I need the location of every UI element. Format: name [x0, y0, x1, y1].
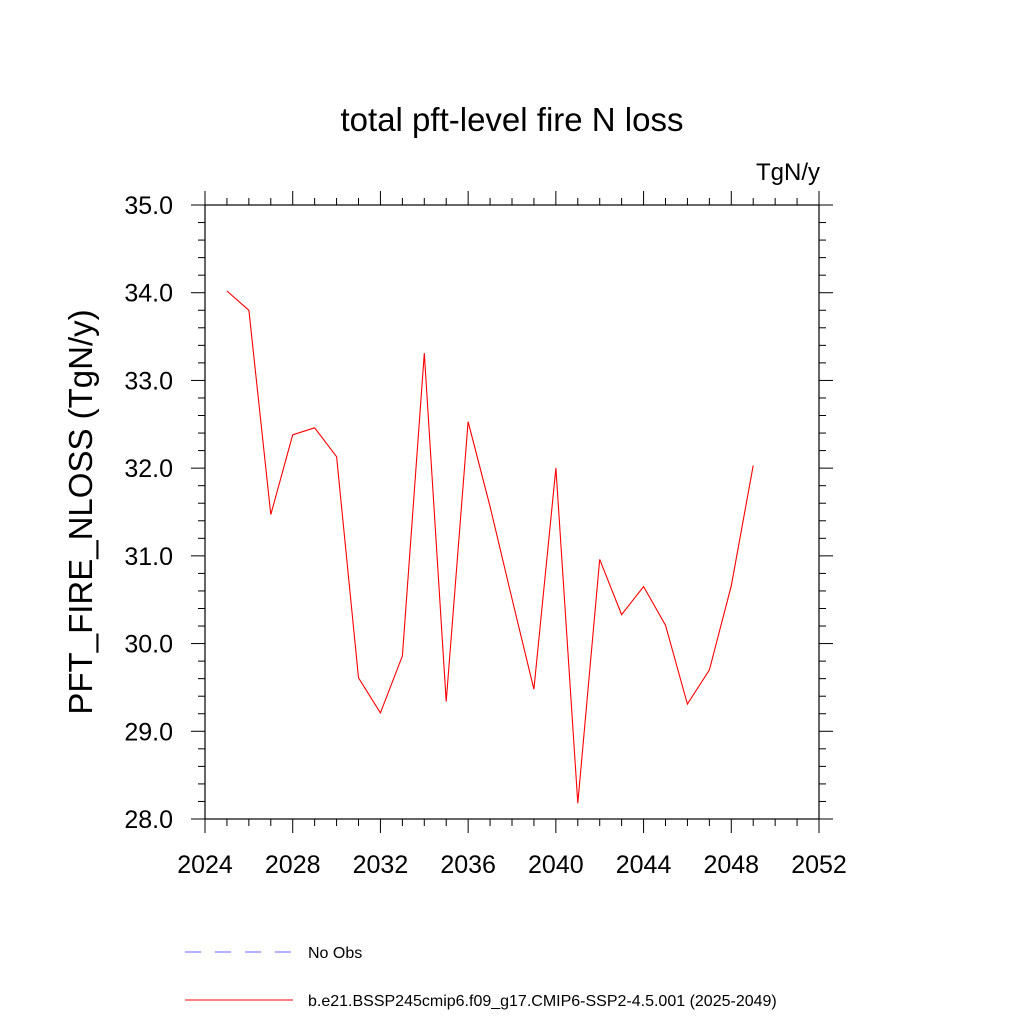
y-tick-label: 33.0	[124, 367, 173, 395]
plot-frame	[204, 204, 820, 820]
legend: No Obs b.e21.BSSP245cmip6.f09_g17.CMIP6-S…	[185, 945, 777, 1010]
y-tick-label: 29.0	[124, 718, 173, 746]
x-tick-label: 2028	[265, 851, 321, 879]
y-axis-label: PFT_FIRE_NLOSS (TgN/y)	[62, 309, 99, 714]
y-tick-label: 28.0	[124, 806, 173, 834]
x-tick-label: 2044	[616, 851, 672, 879]
y-tick-label: 34.0	[124, 280, 173, 308]
y-tick-label: 35.0	[124, 192, 173, 220]
x-tick-label: 2036	[440, 851, 496, 879]
x-tick-label: 2052	[791, 851, 847, 879]
legend-label: No Obs	[308, 945, 362, 962]
x-tick-label: 2048	[703, 851, 759, 879]
legend-label: b.e21.BSSP245cmip6.f09_g17.CMIP6-SSP2-4.…	[308, 993, 777, 1010]
x-tick-label: 2024	[177, 851, 233, 879]
y-tick-label: 31.0	[124, 543, 173, 571]
y-tick-label: 30.0	[124, 631, 173, 659]
units-label: TgN/y	[756, 159, 820, 186]
axis-ticks: 2024 2028 2032 2036 2040 2044 2048 2052 28.0 29.0…	[124, 191, 847, 879]
y-tick-label: 32.0	[124, 455, 173, 483]
series-layer	[226, 290, 754, 804]
series-line	[226, 290, 754, 804]
x-tick-label: 2032	[353, 851, 409, 879]
chart-title: total pft-level fire N loss	[341, 101, 684, 138]
x-tick-label: 2040	[528, 851, 584, 879]
